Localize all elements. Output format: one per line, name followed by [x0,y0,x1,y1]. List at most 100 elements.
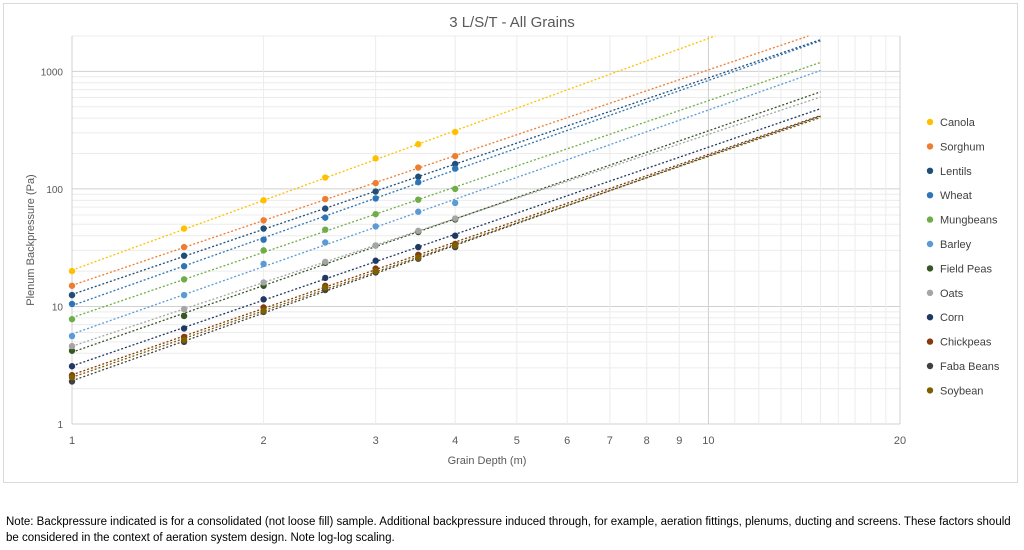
legend-label: Soybean [940,385,983,397]
y-axis-ticks: 1 10 100 1000 [41,67,64,431]
point-soybean [415,254,422,261]
legend-marker [926,387,934,394]
point-mungbeans [322,226,329,233]
point-oats [260,279,267,286]
legend-label: Faba Beans [940,361,1000,373]
point-wheat [451,165,459,172]
point-canola [260,197,267,204]
point-wheat [68,300,76,308]
point-lentils [451,160,459,168]
point-canola [68,267,76,275]
trendline-wheat [71,40,821,307]
point-oats [322,258,329,265]
point-oats [415,227,422,235]
x-axis-ticks: 1 2 3 4 5 6 7 8 9 10 20 [69,435,906,447]
point-soybean [451,242,459,249]
trendline-field-peas [71,91,821,353]
legend-marker [926,289,934,296]
legend: Canola Sorghum Lentils Wheat Mungbeans Barley… [926,117,1000,397]
legend-marker [926,362,934,370]
point-corn [372,257,379,264]
legend-marker [926,216,934,223]
x-tick-label: 3 [373,435,379,447]
x-tick-label: 9 [676,435,682,447]
trendline-oats [71,96,821,347]
point-corn [180,325,188,332]
legend-label: Oats [940,288,964,300]
point-sorghum [322,195,329,203]
x-tick-label: 4 [452,435,458,447]
legend-marker [926,143,934,150]
x-tick-label: 6 [564,435,570,447]
y-tick-label: 1000 [41,67,64,78]
point-oats [372,242,379,249]
gridlines [71,35,901,425]
y-tick-label: 100 [46,185,63,196]
legend-marker [926,314,934,321]
point-corn [68,363,76,370]
legend-label: Corn [940,312,964,324]
point-soybean [372,267,379,275]
legend-label: Field Peas [940,263,992,275]
point-sorghum [68,282,76,289]
x-tick-label: 2 [261,435,267,447]
legend-marker [926,265,934,272]
point-mungbeans [372,210,379,218]
point-field-peas [68,347,76,354]
trendline-chickpeas [71,114,821,376]
point-oats [180,305,188,313]
trendline-barley [71,69,821,335]
point-wheat [372,195,379,202]
legend-label: Lentils [940,166,972,178]
point-barley [451,199,459,207]
point-sorghum [372,179,379,187]
legend-marker [926,167,934,174]
trendlines [71,35,821,382]
chart-plot: 1 2 3 4 5 6 7 8 9 10 20 1 10 100 1000 Grain Depth (m)… [25,35,1000,467]
point-barley [68,332,76,340]
point-wheat [180,263,188,270]
point-sorghum [180,243,188,251]
legend-marker [926,240,934,248]
point-soybean [68,374,76,381]
legend-label: Sorghum [940,141,985,153]
point-soybean [322,284,329,291]
point-soybean [180,336,188,344]
point-sorghum [415,164,422,171]
point-lentils [322,205,329,212]
legend-label: Canola [940,117,976,129]
point-corn [451,232,459,239]
point-corn [322,274,329,282]
point-lentils [415,173,422,180]
legend-marker [926,118,934,126]
point-lentils [260,225,267,232]
point-barley [260,260,267,268]
point-canola [372,155,379,162]
y-tick-label: 10 [52,302,64,313]
y-axis-label: Plenum Backpressure (Pa) [25,174,37,305]
point-canola [180,225,188,232]
point-oats [451,215,459,222]
legend-marker [926,192,934,199]
x-tick-label: 5 [514,435,520,447]
point-corn [260,296,267,303]
y-tick-label: 1 [57,420,63,431]
x-tick-label: 1 [69,435,75,447]
point-lentils [180,252,188,259]
point-oats [68,342,76,350]
point-mungbeans [180,276,188,283]
point-soybean [260,307,267,314]
legend-marker [926,338,934,345]
point-field-peas [180,312,188,320]
point-mungbeans [260,247,267,254]
legend-label: Barley [940,239,972,251]
x-tick-label: 10 [702,435,714,447]
point-wheat [260,236,267,243]
point-canola [322,174,329,181]
data-points [68,128,459,385]
legend-label: Chickpeas [940,337,992,349]
point-lentils [372,188,379,195]
point-canola [415,141,422,148]
x-axis-label: Grain Depth (m) [448,455,527,467]
point-barley [372,223,379,230]
